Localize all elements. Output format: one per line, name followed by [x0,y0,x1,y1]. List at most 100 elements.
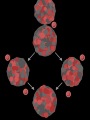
Circle shape [62,68,65,72]
Circle shape [64,73,68,77]
Circle shape [37,91,41,95]
Circle shape [52,99,55,102]
Circle shape [13,76,15,79]
Circle shape [15,77,18,81]
Circle shape [40,45,44,49]
Circle shape [24,89,28,94]
Circle shape [70,83,72,86]
Circle shape [48,90,50,92]
Circle shape [23,77,26,81]
Circle shape [39,35,41,38]
Circle shape [75,66,78,70]
Circle shape [42,102,46,106]
Circle shape [48,16,50,18]
Circle shape [36,106,38,109]
Circle shape [43,89,46,93]
Circle shape [23,72,25,75]
Circle shape [78,78,80,81]
Circle shape [44,88,47,91]
Circle shape [51,5,53,7]
Circle shape [50,91,53,95]
Circle shape [38,18,40,20]
Circle shape [34,86,56,116]
Circle shape [51,16,54,21]
Circle shape [11,75,14,79]
Circle shape [45,13,47,16]
Circle shape [11,76,14,80]
Circle shape [75,69,77,72]
Circle shape [40,5,43,8]
Circle shape [39,32,42,36]
Circle shape [46,106,48,109]
Circle shape [41,49,44,53]
Circle shape [22,69,24,72]
Circle shape [76,64,78,67]
Circle shape [16,76,19,80]
Circle shape [18,65,19,68]
Circle shape [79,70,81,73]
Circle shape [66,72,68,75]
Circle shape [13,66,16,70]
Circle shape [45,7,48,10]
Circle shape [48,10,51,14]
Circle shape [41,32,43,35]
Circle shape [39,42,42,46]
Circle shape [49,30,51,32]
Circle shape [43,2,46,5]
Circle shape [71,83,73,86]
Circle shape [38,6,41,10]
Circle shape [51,33,54,37]
Circle shape [42,3,45,6]
Circle shape [37,41,40,45]
Circle shape [37,9,39,11]
Circle shape [71,67,73,70]
Circle shape [6,56,8,58]
Circle shape [41,87,43,90]
Circle shape [54,101,56,104]
Circle shape [71,63,73,66]
Circle shape [43,51,45,54]
Circle shape [8,68,10,71]
Circle shape [41,13,43,16]
Circle shape [17,81,19,84]
Circle shape [76,79,78,81]
Circle shape [20,59,24,63]
Circle shape [45,113,48,117]
Circle shape [41,29,43,32]
Circle shape [39,34,42,37]
Circle shape [14,70,16,73]
Circle shape [47,31,50,36]
Circle shape [67,81,69,85]
Circle shape [47,38,51,43]
Circle shape [50,97,52,100]
Circle shape [50,107,54,112]
Circle shape [68,81,70,84]
Circle shape [41,94,44,97]
Circle shape [50,8,52,10]
Circle shape [50,92,53,95]
Circle shape [79,69,81,71]
Circle shape [46,10,49,14]
Circle shape [34,41,36,44]
Circle shape [71,65,72,68]
Circle shape [42,97,44,100]
Circle shape [53,38,56,41]
Circle shape [46,94,49,98]
Circle shape [40,17,42,19]
Circle shape [38,15,40,18]
Circle shape [49,0,51,2]
Circle shape [73,70,76,74]
Circle shape [39,2,41,5]
Circle shape [51,6,53,9]
Circle shape [41,107,44,111]
Circle shape [46,100,49,103]
Circle shape [51,108,53,111]
Circle shape [71,77,73,80]
Circle shape [10,63,13,67]
Circle shape [76,82,77,84]
Circle shape [74,70,76,73]
Circle shape [38,11,41,14]
Circle shape [72,66,75,70]
Circle shape [47,41,50,45]
Circle shape [20,81,23,85]
